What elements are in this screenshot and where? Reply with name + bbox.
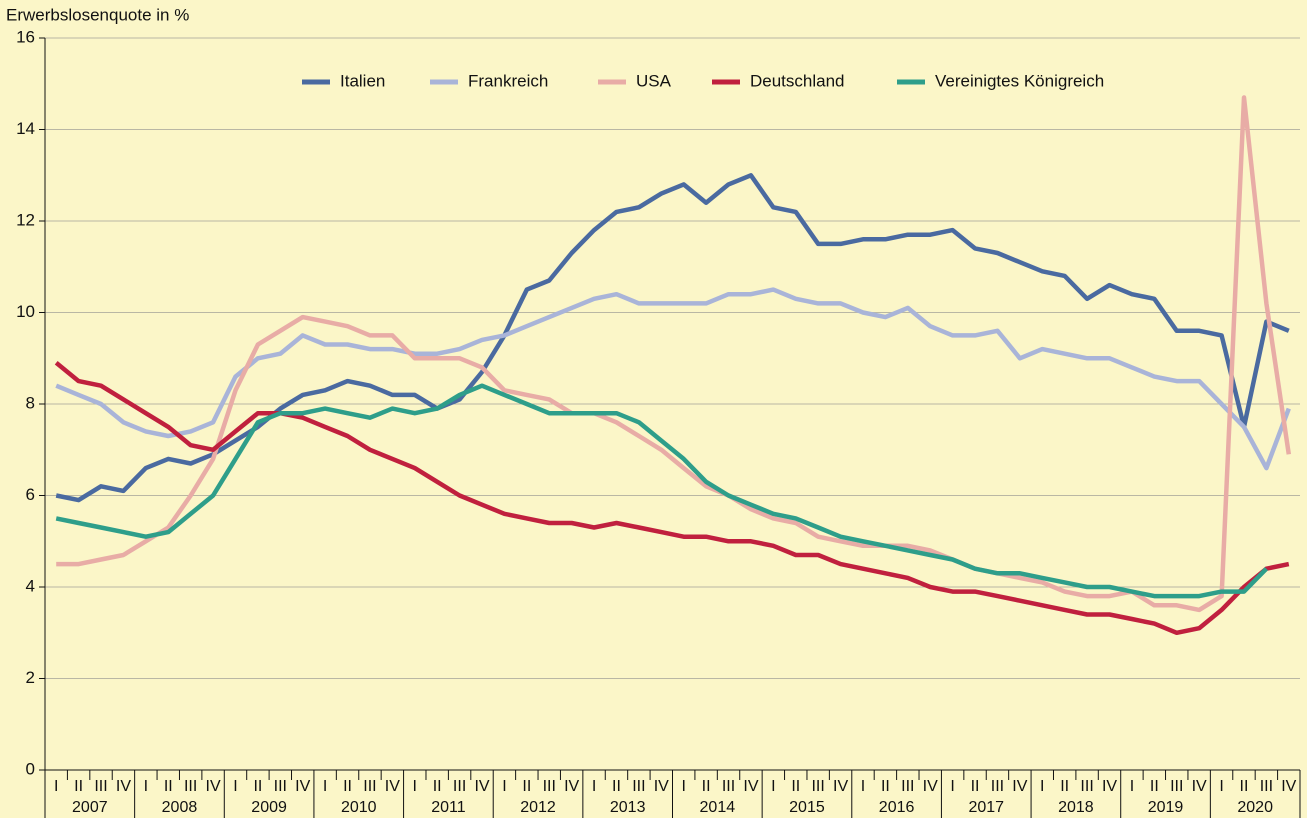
x-tick-label: III bbox=[453, 778, 466, 795]
year-label: 2008 bbox=[162, 799, 198, 816]
x-tick-label: III bbox=[722, 778, 735, 795]
x-tick-label: IV bbox=[116, 778, 131, 795]
x-tick-label: I bbox=[1219, 778, 1223, 795]
x-tick-label: III bbox=[1080, 778, 1093, 795]
x-tick-label: II bbox=[612, 778, 621, 795]
legend-label: Deutschland bbox=[750, 71, 845, 90]
year-label: 2007 bbox=[72, 799, 108, 816]
x-tick-label: IV bbox=[1281, 778, 1296, 795]
series-line bbox=[55, 383, 1269, 599]
x-tick-label: II bbox=[74, 778, 83, 795]
legend-label: Frankreich bbox=[468, 71, 548, 90]
year-label: 2017 bbox=[968, 799, 1004, 816]
year-label: 2016 bbox=[879, 799, 915, 816]
y-tick-label: 0 bbox=[26, 759, 35, 778]
series-line bbox=[55, 287, 1291, 471]
year-label: 2015 bbox=[789, 799, 825, 816]
x-tick-label: IV bbox=[1012, 778, 1027, 795]
x-tick-label: III bbox=[811, 778, 824, 795]
x-tick-label: III bbox=[543, 778, 556, 795]
x-tick-label: I bbox=[502, 778, 506, 795]
x-tick-label: III bbox=[1260, 778, 1273, 795]
x-tick-label: II bbox=[343, 778, 352, 795]
x-tick-label: IV bbox=[385, 778, 400, 795]
x-tick-label: IV bbox=[654, 778, 669, 795]
x-tick-label: II bbox=[1240, 778, 1249, 795]
year-label: 2012 bbox=[520, 799, 556, 816]
year-label: 2013 bbox=[610, 799, 646, 816]
x-tick-label: IV bbox=[295, 778, 310, 795]
x-tick-label: IV bbox=[1102, 778, 1117, 795]
y-tick-label: 2 bbox=[26, 668, 35, 687]
y-tick-label: 4 bbox=[26, 576, 35, 595]
year-label: 2018 bbox=[1058, 799, 1094, 816]
x-tick-label: IV bbox=[833, 778, 848, 795]
x-tick-label: II bbox=[433, 778, 442, 795]
x-tick-label: II bbox=[1150, 778, 1159, 795]
x-tick-label: II bbox=[881, 778, 890, 795]
x-tick-label: I bbox=[592, 778, 596, 795]
legend-label: Italien bbox=[340, 71, 385, 90]
x-tick-label: IV bbox=[564, 778, 579, 795]
x-tick-label: III bbox=[1170, 778, 1183, 795]
x-tick-label: II bbox=[702, 778, 711, 795]
x-tick-label: I bbox=[413, 778, 417, 795]
x-tick-label: I bbox=[233, 778, 237, 795]
x-tick-label: III bbox=[901, 778, 914, 795]
x-tick-label: I bbox=[1040, 778, 1044, 795]
x-tick-label: I bbox=[54, 778, 58, 795]
x-tick-label: III bbox=[363, 778, 376, 795]
x-tick-label: III bbox=[274, 778, 287, 795]
x-tick-label: III bbox=[94, 778, 107, 795]
y-tick-label: 10 bbox=[16, 302, 35, 321]
y-tick-label: 6 bbox=[26, 485, 35, 504]
year-label: 2019 bbox=[1148, 799, 1184, 816]
x-tick-label: II bbox=[522, 778, 531, 795]
year-label: 2011 bbox=[431, 799, 466, 816]
x-tick-label: IV bbox=[474, 778, 489, 795]
x-tick-label: I bbox=[950, 778, 954, 795]
x-tick-label: III bbox=[632, 778, 645, 795]
x-tick-label: I bbox=[861, 778, 865, 795]
x-tick-label: I bbox=[323, 778, 327, 795]
x-tick-label: I bbox=[1130, 778, 1134, 795]
x-tick-label: II bbox=[1060, 778, 1069, 795]
series-line bbox=[55, 173, 1290, 503]
year-label: 2014 bbox=[700, 799, 736, 816]
legend-label: Vereinigtes Königreich bbox=[935, 71, 1104, 90]
x-tick-label: I bbox=[771, 778, 775, 795]
legend-label: USA bbox=[636, 71, 672, 90]
x-tick-label: IV bbox=[923, 778, 938, 795]
x-tick-label: I bbox=[144, 778, 148, 795]
x-tick-label: II bbox=[791, 778, 800, 795]
x-tick-label: IV bbox=[743, 778, 758, 795]
x-tick-label: IV bbox=[1192, 778, 1207, 795]
x-tick-label: II bbox=[253, 778, 262, 795]
x-tick-label: I bbox=[681, 778, 685, 795]
year-label: 2009 bbox=[251, 799, 287, 816]
year-label: 2020 bbox=[1237, 799, 1273, 816]
year-label: 2010 bbox=[341, 799, 377, 816]
y-tick-label: 16 bbox=[16, 27, 35, 46]
x-tick-label: IV bbox=[206, 778, 221, 795]
y-tick-label: 12 bbox=[16, 210, 35, 229]
x-tick-label: II bbox=[164, 778, 173, 795]
y-axis-label: Erwerbslosenquote in % bbox=[6, 5, 189, 24]
x-tick-label: III bbox=[991, 778, 1004, 795]
series-line bbox=[54, 361, 1290, 636]
x-tick-label: II bbox=[971, 778, 980, 795]
x-tick-label: III bbox=[184, 778, 197, 795]
y-tick-label: 8 bbox=[26, 393, 35, 412]
series-line bbox=[56, 95, 1292, 613]
y-tick-label: 14 bbox=[16, 119, 35, 138]
